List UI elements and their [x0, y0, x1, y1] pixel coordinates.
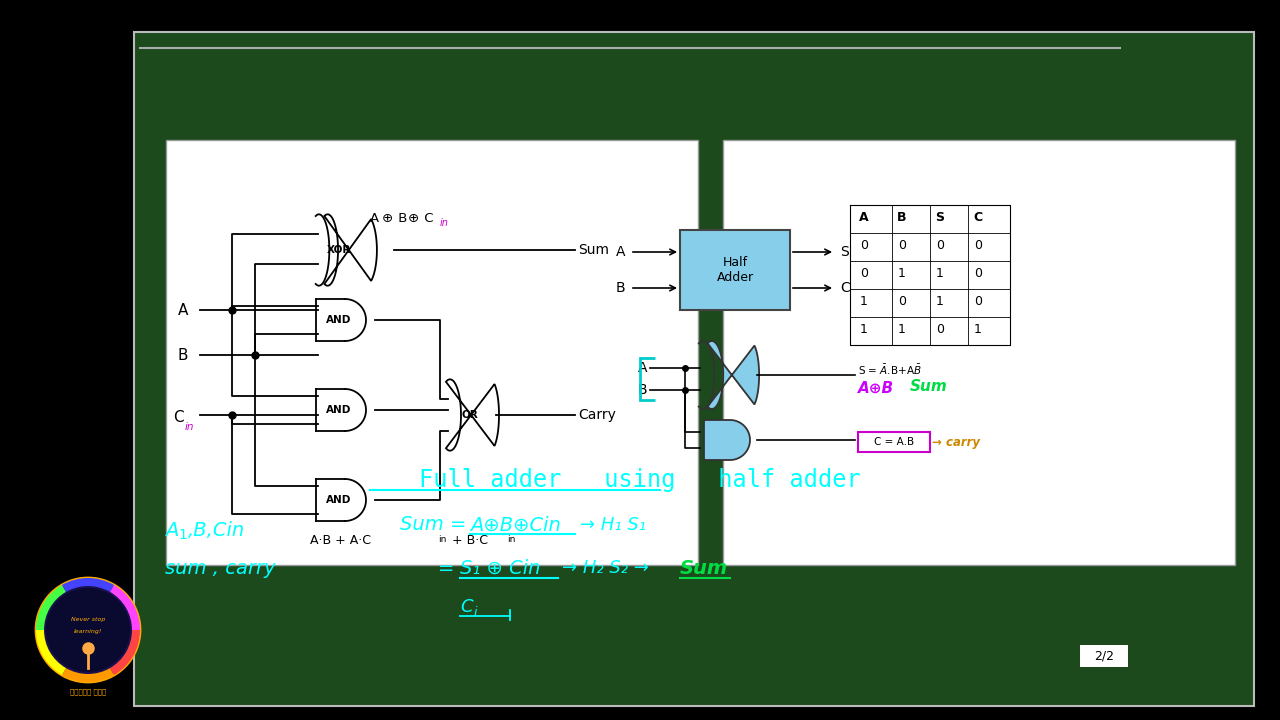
- Polygon shape: [346, 299, 366, 341]
- Text: 1: 1: [860, 294, 868, 307]
- Text: A⊕B: A⊕B: [858, 380, 895, 395]
- Text: C: C: [973, 210, 983, 223]
- Bar: [134, 32, 1254, 706]
- Text: S: S: [840, 245, 849, 259]
- Text: in: in: [507, 536, 516, 544]
- Wedge shape: [110, 585, 140, 630]
- Polygon shape: [704, 420, 750, 460]
- Bar: [858, 432, 931, 452]
- Text: A·B + A·C: A·B + A·C: [310, 534, 371, 546]
- Circle shape: [36, 578, 140, 682]
- Polygon shape: [346, 389, 366, 431]
- Bar: [680, 230, 790, 310]
- Text: A: A: [637, 361, 646, 375]
- Text: C: C: [840, 281, 850, 295]
- Text: B: B: [637, 383, 646, 397]
- Text: in: in: [184, 422, 195, 432]
- Text: B: B: [616, 281, 625, 295]
- Text: → H₂ S₂ →: → H₂ S₂ →: [562, 559, 649, 577]
- Text: B: B: [897, 210, 906, 223]
- Text: A: A: [165, 521, 178, 539]
- Text: AND: AND: [326, 405, 352, 415]
- Circle shape: [46, 588, 131, 672]
- Text: 0: 0: [936, 238, 945, 251]
- Text: in: in: [438, 536, 447, 544]
- Polygon shape: [445, 379, 499, 451]
- Text: S = $\bar{A}$.B+A$\bar{B}$: S = $\bar{A}$.B+A$\bar{B}$: [858, 363, 922, 377]
- Text: 0: 0: [936, 323, 945, 336]
- Text: C: C: [173, 410, 184, 425]
- Text: 0: 0: [974, 266, 982, 279]
- Text: 0: 0: [974, 294, 982, 307]
- Text: C: C: [420, 212, 434, 225]
- Text: A⊕B⊕Cin: A⊕B⊕Cin: [470, 516, 561, 534]
- Polygon shape: [346, 479, 366, 521]
- Text: learning!: learning!: [74, 629, 102, 634]
- Text: A: A: [370, 212, 384, 225]
- Text: S: S: [936, 210, 945, 223]
- Text: Full adder   using   half adder: Full adder using half adder: [419, 468, 861, 492]
- Text: Carry: Carry: [579, 408, 616, 422]
- Text: i: i: [474, 606, 477, 618]
- Text: OR: OR: [462, 410, 479, 420]
- Text: ⊕: ⊕: [408, 212, 419, 225]
- Bar: [166, 140, 698, 565]
- Text: in: in: [440, 218, 449, 228]
- Text: A: A: [859, 210, 869, 223]
- Text: B: B: [394, 212, 412, 225]
- Text: 0: 0: [899, 294, 906, 307]
- Text: AND: AND: [326, 315, 352, 325]
- Text: 1: 1: [899, 323, 906, 336]
- Text: 1: 1: [860, 323, 868, 336]
- Text: Half
Adder: Half Adder: [717, 256, 754, 284]
- Text: 1: 1: [974, 323, 982, 336]
- Text: C = A.B: C = A.B: [874, 437, 914, 447]
- Wedge shape: [36, 630, 67, 675]
- Text: → H₁ S₁: → H₁ S₁: [580, 516, 646, 534]
- Polygon shape: [316, 479, 346, 521]
- Text: XOR: XOR: [326, 245, 351, 255]
- Text: 0: 0: [974, 238, 982, 251]
- Text: 1: 1: [178, 528, 187, 542]
- Text: A: A: [616, 245, 625, 259]
- Text: Sum: Sum: [910, 379, 947, 394]
- Text: C: C: [460, 598, 472, 616]
- Text: → carry: → carry: [932, 436, 980, 449]
- Text: Sum: Sum: [579, 243, 609, 257]
- Text: + B·C: + B·C: [452, 534, 488, 546]
- Wedge shape: [61, 578, 114, 592]
- Text: கற்று மறு: கற்று மறு: [70, 689, 106, 696]
- Wedge shape: [36, 585, 67, 630]
- Wedge shape: [110, 630, 140, 675]
- Text: Sum =: Sum =: [399, 516, 472, 534]
- Text: Sum: Sum: [680, 559, 728, 577]
- Text: A: A: [178, 302, 188, 318]
- Text: 1: 1: [936, 266, 943, 279]
- Polygon shape: [708, 341, 759, 409]
- Text: =: =: [438, 559, 461, 577]
- Text: AND: AND: [326, 495, 352, 505]
- Bar: [1080, 645, 1128, 667]
- Text: 1: 1: [899, 266, 906, 279]
- Text: 2/2: 2/2: [1094, 649, 1114, 662]
- Text: Never stop: Never stop: [70, 618, 105, 623]
- Bar: [723, 140, 1235, 565]
- Text: S₁ ⊕ Cin: S₁ ⊕ Cin: [460, 559, 540, 577]
- Text: sum , carry: sum , carry: [165, 559, 275, 577]
- Wedge shape: [61, 668, 114, 682]
- Text: 1: 1: [936, 294, 943, 307]
- Text: 0: 0: [860, 266, 868, 279]
- Text: ⊕: ⊕: [381, 212, 393, 225]
- Text: B: B: [178, 348, 188, 362]
- Text: ,B,Cin: ,B,Cin: [188, 521, 246, 539]
- Polygon shape: [316, 299, 346, 341]
- Text: 0: 0: [860, 238, 868, 251]
- Text: 0: 0: [899, 238, 906, 251]
- Polygon shape: [316, 389, 346, 431]
- Polygon shape: [324, 215, 376, 286]
